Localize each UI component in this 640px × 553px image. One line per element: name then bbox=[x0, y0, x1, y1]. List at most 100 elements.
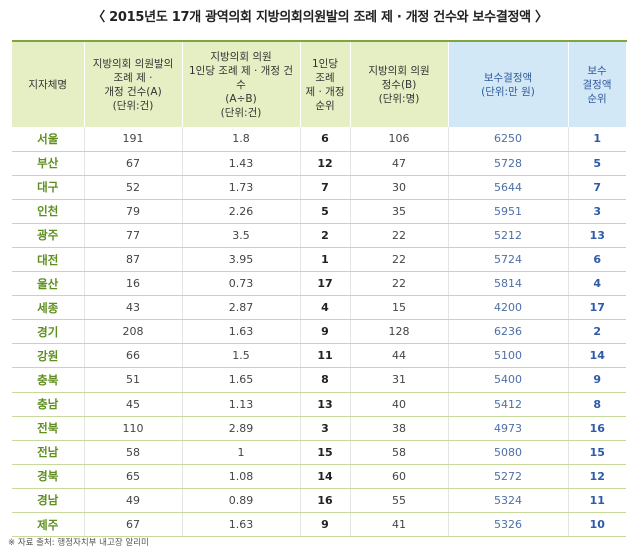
salary-amount: 5080 bbox=[448, 440, 569, 465]
ordinance-count: 67 bbox=[84, 151, 183, 176]
ordinance-count: 49 bbox=[84, 488, 183, 514]
ordinance-count: 16 bbox=[84, 271, 183, 297]
region-name: 경남 bbox=[12, 488, 85, 514]
per-member-count: 1 bbox=[182, 440, 301, 465]
table-row: 인천 79 2.26 5 35 5951 3 bbox=[12, 199, 626, 224]
ordinance-count: 67 bbox=[84, 512, 183, 538]
salary-amount: 5724 bbox=[448, 247, 569, 273]
region-name: 대구 bbox=[12, 175, 85, 200]
salary-amount: 5400 bbox=[448, 367, 569, 393]
table-row: 강원 66 1.5 11 44 5100 14 bbox=[12, 343, 626, 369]
ordinance-count: 66 bbox=[84, 343, 183, 369]
per-member-rank: 6 bbox=[300, 127, 351, 152]
salary-rank: 7 bbox=[568, 175, 626, 200]
header-salary: 보수결정액 (단위:만 원) bbox=[448, 41, 569, 127]
table-row: 울산 16 0.73 17 22 5814 4 bbox=[12, 271, 626, 297]
member-quota: 38 bbox=[350, 416, 449, 441]
per-member-count: 1.43 bbox=[182, 151, 301, 176]
table-row: 대전 87 3.95 1 22 5724 6 bbox=[12, 247, 626, 273]
salary-amount: 5326 bbox=[448, 512, 569, 538]
ordinance-count: 191 bbox=[84, 127, 183, 152]
ordinance-count: 52 bbox=[84, 175, 183, 200]
per-member-count: 1.8 bbox=[182, 127, 301, 152]
header-member-quota: 지방의회 의원 정수(B) (단위:명) bbox=[350, 41, 449, 127]
table-row: 광주 77 3.5 2 22 5212 13 bbox=[12, 223, 626, 248]
per-member-rank: 3 bbox=[300, 416, 351, 441]
salary-amount: 6250 bbox=[448, 127, 569, 152]
ordinance-count: 87 bbox=[84, 247, 183, 273]
ordinance-count: 43 bbox=[84, 295, 183, 321]
per-member-rank: 1 bbox=[300, 247, 351, 273]
ordinance-count: 110 bbox=[84, 416, 183, 441]
per-member-rank: 7 bbox=[300, 175, 351, 200]
per-member-count: 0.73 bbox=[182, 271, 301, 297]
ordinance-count: 208 bbox=[84, 319, 183, 345]
salary-amount: 5951 bbox=[448, 199, 569, 224]
salary-rank: 1 bbox=[568, 127, 626, 152]
data-table-container: 지자체명 지방의회 의원발의 조례 제 · 개정 건수(A) (단위:건) 지방… bbox=[12, 40, 627, 538]
table-row: 전남 58 1 15 58 5080 15 bbox=[12, 440, 626, 465]
table-row: 전북 110 2.89 3 38 4973 16 bbox=[12, 416, 626, 441]
salary-rank: 10 bbox=[568, 512, 626, 538]
per-member-rank: 14 bbox=[300, 464, 351, 489]
table-row: 경남 49 0.89 16 55 5324 11 bbox=[12, 488, 626, 514]
per-member-rank: 15 bbox=[300, 440, 351, 465]
per-member-count: 1.63 bbox=[182, 319, 301, 345]
per-member-count: 3.5 bbox=[182, 223, 301, 248]
salary-amount: 5100 bbox=[448, 343, 569, 369]
salary-rank: 6 bbox=[568, 247, 626, 273]
header-salary-rank: 보수 결정액 순위 bbox=[568, 41, 627, 127]
header-per-member-rank: 1인당 조례 제 · 개정 순위 bbox=[300, 41, 351, 127]
table-row: 충남 45 1.13 13 40 5412 8 bbox=[12, 392, 626, 417]
per-member-count: 1.65 bbox=[182, 367, 301, 393]
table-row: 경기 208 1.63 9 128 6236 2 bbox=[12, 319, 626, 345]
table-title: 〈 2015년도 17개 광역의회 지방의회의원발의 조례 제 · 개정 건수와… bbox=[92, 10, 548, 25]
salary-rank: 2 bbox=[568, 319, 626, 345]
per-member-count: 0.89 bbox=[182, 488, 301, 514]
header-ordinance-count: 지방의회 의원발의 조례 제 · 개정 건수(A) (단위:건) bbox=[84, 41, 183, 127]
member-quota: 22 bbox=[350, 247, 449, 273]
member-quota: 31 bbox=[350, 367, 449, 393]
salary-rank: 8 bbox=[568, 392, 626, 417]
table-body: 서울 191 1.8 6 106 6250 1 부산 67 1.43 12 47 5728 5 대구 52 1.… bbox=[12, 127, 626, 538]
region-name: 세종 bbox=[12, 295, 85, 321]
member-quota: 35 bbox=[350, 199, 449, 224]
salary-amount: 5324 bbox=[448, 488, 569, 514]
salary-rank: 16 bbox=[568, 416, 626, 441]
salary-amount: 4200 bbox=[448, 295, 569, 321]
per-member-rank: 8 bbox=[300, 367, 351, 393]
region-name: 전북 bbox=[12, 416, 85, 441]
table-row: 경북 65 1.08 14 60 5272 12 bbox=[12, 464, 626, 489]
ordinance-count: 79 bbox=[84, 199, 183, 224]
header-per-member-count: 지방의회 의원 1인당 조례 제 · 개정 건수 (A÷B) (단위:건) bbox=[182, 41, 301, 127]
member-quota: 41 bbox=[350, 512, 449, 538]
per-member-count: 1.73 bbox=[182, 175, 301, 200]
member-quota: 15 bbox=[350, 295, 449, 321]
per-member-count: 1.13 bbox=[182, 392, 301, 417]
salary-rank: 5 bbox=[568, 151, 626, 176]
region-name: 경기 bbox=[12, 319, 85, 345]
region-name: 충남 bbox=[12, 392, 85, 417]
salary-rank: 4 bbox=[568, 271, 626, 297]
per-member-rank: 5 bbox=[300, 199, 351, 224]
member-quota: 44 bbox=[350, 343, 449, 369]
per-member-rank: 9 bbox=[300, 512, 351, 538]
member-quota: 60 bbox=[350, 464, 449, 489]
table-row: 충북 51 1.65 8 31 5400 9 bbox=[12, 367, 626, 393]
member-quota: 22 bbox=[350, 271, 449, 297]
per-member-count: 2.26 bbox=[182, 199, 301, 224]
table-row: 부산 67 1.43 12 47 5728 5 bbox=[12, 151, 626, 176]
source-note: ※ 자료 출처: 행정자치부 내고장 알리미 bbox=[8, 538, 149, 548]
salary-rank: 13 bbox=[568, 223, 626, 248]
table-row: 제주 67 1.63 9 41 5326 10 bbox=[12, 512, 626, 538]
member-quota: 58 bbox=[350, 440, 449, 465]
per-member-count: 1.5 bbox=[182, 343, 301, 369]
region-name: 서울 bbox=[12, 127, 85, 152]
per-member-count: 2.89 bbox=[182, 416, 301, 441]
salary-rank: 15 bbox=[568, 440, 626, 465]
member-quota: 55 bbox=[350, 488, 449, 514]
table-row: 서울 191 1.8 6 106 6250 1 bbox=[12, 127, 626, 152]
table-row: 대구 52 1.73 7 30 5644 7 bbox=[12, 175, 626, 200]
ordinance-count: 65 bbox=[84, 464, 183, 489]
table-row: 세종 43 2.87 4 15 4200 17 bbox=[12, 295, 626, 321]
